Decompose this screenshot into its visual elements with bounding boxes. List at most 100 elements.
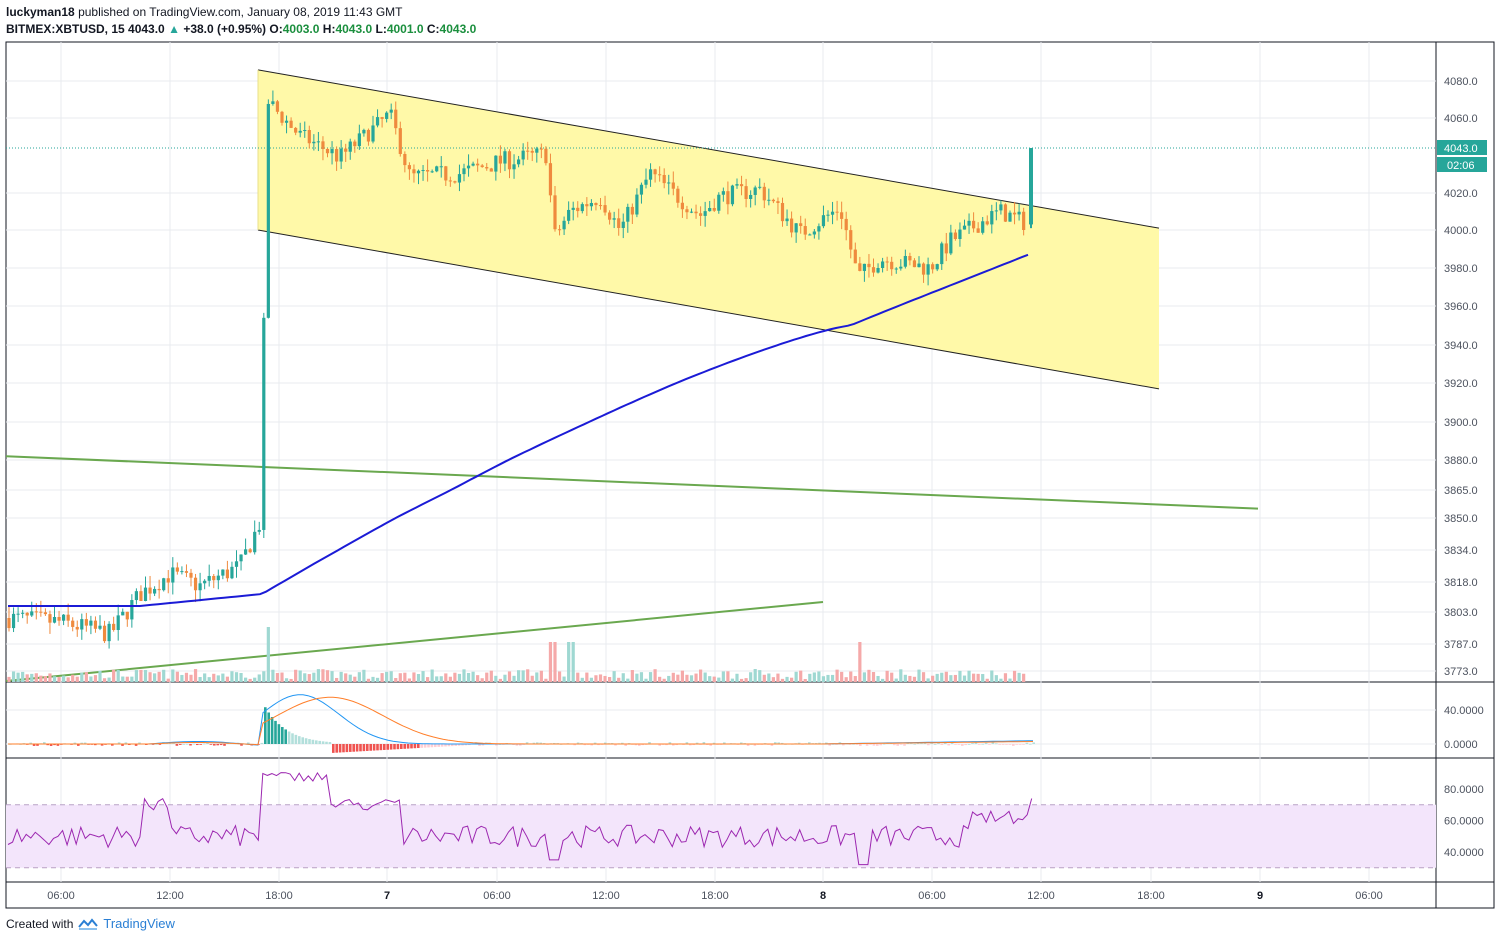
candle-body — [776, 201, 780, 203]
macd-hist-bar — [185, 743, 189, 745]
candle-body — [148, 587, 152, 594]
macd-hist-bar — [49, 744, 53, 746]
volume-bar — [539, 670, 543, 682]
macd-hist-bar — [978, 744, 981, 745]
volume-bar — [585, 672, 589, 682]
volume-bar — [1022, 673, 1026, 682]
volume-bar — [680, 670, 684, 682]
macd-hist-bar — [338, 744, 342, 753]
volume-bar — [166, 678, 170, 682]
last-price: 4043.0 — [128, 22, 165, 36]
macd-hist-bar — [692, 744, 695, 746]
macd-hist-bar — [199, 744, 202, 745]
volume-bar — [366, 678, 371, 682]
candle-body — [617, 218, 621, 228]
macd-hist-bar — [219, 744, 223, 746]
macd-hist-bar — [753, 744, 757, 746]
candle-body — [439, 166, 443, 168]
tradingview-brand[interactable]: TradingView — [103, 916, 175, 931]
last-candle-body — [1029, 148, 1033, 225]
volume-bar — [253, 677, 257, 682]
volume-bar — [990, 670, 994, 682]
candle-body — [535, 148, 539, 153]
open-label: O: — [269, 22, 283, 36]
volume-bar — [457, 673, 462, 682]
tradingview-logo-icon[interactable] — [77, 917, 99, 931]
macd-hist-bar — [291, 733, 294, 744]
macd-hist-bar — [192, 743, 196, 745]
volume-bar — [52, 676, 57, 682]
price-tick-label: 3834.0 — [1444, 545, 1478, 557]
volume-bar — [667, 675, 671, 682]
volume-bar — [180, 674, 184, 682]
volume-bar — [535, 672, 539, 682]
macd-hist-bar — [638, 744, 641, 746]
volume-bar — [189, 674, 193, 682]
candle-body — [935, 264, 939, 270]
candle-body — [21, 612, 25, 614]
volume-bar — [735, 673, 739, 682]
candle-body — [80, 619, 84, 630]
time-tick-label: 06:00 — [47, 890, 75, 902]
candle-body — [658, 174, 662, 176]
volume-bar — [589, 677, 593, 682]
macd-hist-bar — [270, 716, 274, 744]
candle-body — [803, 226, 807, 235]
macd-hist-bar — [223, 744, 226, 746]
username[interactable]: luckyman18 — [6, 5, 75, 19]
volume-bar — [653, 669, 657, 682]
macd-hist-bar — [848, 744, 852, 745]
volume-bar — [908, 675, 912, 682]
candle-body — [917, 263, 921, 268]
macd-hist-bar — [1005, 744, 1008, 745]
macd-hist-bar — [893, 744, 896, 746]
volume-bars — [7, 627, 1026, 682]
candle-body — [644, 179, 648, 185]
volume-bar — [162, 669, 166, 682]
candle-body — [949, 232, 953, 254]
price-tick-label: 4080.0 — [1444, 76, 1478, 88]
volume-bar — [598, 674, 603, 682]
volume-bar — [471, 671, 475, 682]
macd-hist-bar — [872, 744, 876, 746]
candle-body — [785, 218, 789, 222]
candle-body — [34, 611, 38, 613]
time-tick-label: 06:00 — [483, 890, 511, 902]
volume-bar — [562, 676, 566, 682]
candle-body — [198, 583, 202, 591]
macd-hist-bar — [400, 744, 403, 749]
candle-body — [134, 591, 138, 601]
volume-bar — [403, 672, 407, 682]
macd-hist-bar — [780, 742, 784, 744]
macd-hist-bar — [689, 744, 692, 746]
macd-hist-bar — [1015, 744, 1018, 745]
candle-body — [398, 128, 402, 154]
volume-bar — [21, 671, 25, 682]
volume-bar — [275, 672, 280, 682]
price-tick-label: 3880.0 — [1444, 455, 1478, 467]
volume-bar — [271, 669, 275, 682]
macd-hist-bar — [121, 744, 124, 746]
volume-bar — [175, 671, 179, 682]
macd-hist-bar — [869, 744, 872, 745]
candle-body — [671, 182, 675, 189]
candle-body — [284, 120, 289, 123]
change-arrow-icon: ▲ — [168, 22, 180, 36]
macd-hist-bar — [709, 744, 712, 746]
macd-hist-bar — [451, 744, 454, 747]
volume-bar — [389, 671, 393, 682]
macd-hist-bar — [423, 744, 427, 748]
macd-hist-bar — [1008, 744, 1012, 745]
candle-body — [75, 626, 79, 630]
volume-bar — [71, 674, 75, 682]
candle-body — [881, 261, 885, 268]
volume-bar — [881, 678, 885, 682]
symbol-label[interactable]: BITMEX:XBTUSD, 15 — [6, 22, 125, 36]
macd-hist-bar — [1025, 742, 1029, 744]
volume-bar — [972, 673, 976, 682]
candle-body — [253, 531, 257, 553]
candle-body — [435, 166, 439, 172]
macd-hist-bar — [247, 742, 250, 744]
candle-body — [371, 125, 375, 142]
